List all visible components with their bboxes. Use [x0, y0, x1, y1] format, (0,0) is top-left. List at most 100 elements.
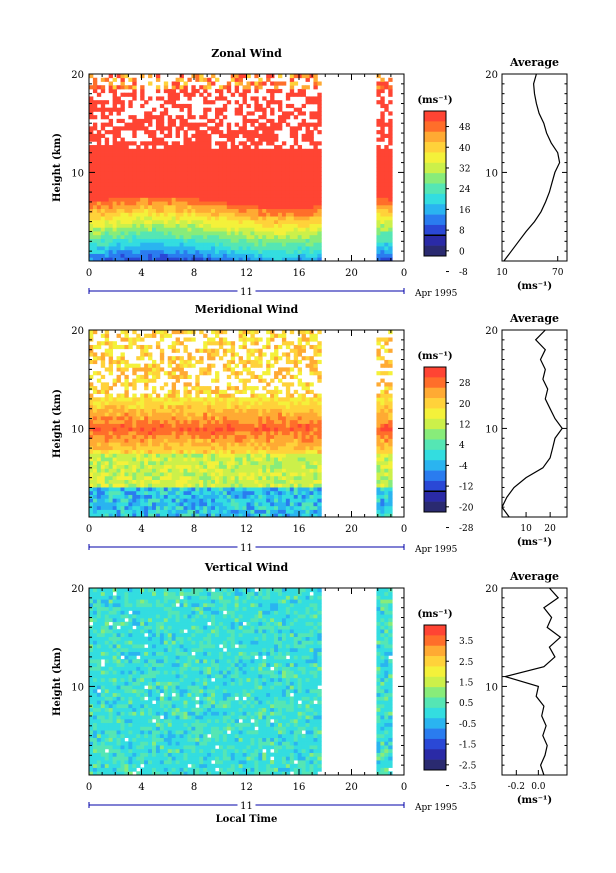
colorbar-swatch — [424, 470, 446, 482]
colorbar-frame — [423, 110, 447, 257]
y-tick-label: 20 — [71, 70, 84, 81]
colorbar-swatch — [424, 377, 446, 389]
colorbar-swatch — [424, 501, 446, 513]
profile-title: Average — [509, 570, 559, 583]
x-tick-label: 20 — [345, 782, 358, 793]
colorbar-label: 32 — [459, 164, 470, 174]
colorbar-label: 20 — [459, 400, 471, 410]
colorbar-swatch — [424, 204, 446, 215]
colorbar-swatch — [424, 367, 446, 378]
colorbar-unit: (ms⁻¹) — [417, 351, 452, 362]
profile-frame — [501, 587, 568, 776]
colorbar-swatch — [424, 152, 446, 164]
colorbar-swatch — [424, 491, 446, 502]
colorbar-swatch — [424, 666, 446, 678]
colorbar-label: 28 — [459, 379, 471, 389]
profile-title: Average — [509, 56, 559, 69]
date-day-bg — [237, 799, 256, 810]
colorbar-swatch — [424, 142, 446, 153]
colorbar-swatch — [424, 162, 446, 174]
colorbar-label: -1.5 — [459, 741, 477, 751]
profile-y-tick-label: 10 — [485, 168, 498, 179]
colorbar-swatch — [424, 738, 446, 750]
date-label: Apr 1995 — [414, 545, 458, 555]
profile-y-tick-label: 10 — [485, 682, 498, 693]
profile-x-tick-label: 20 — [544, 524, 556, 534]
x-tick-label: 8 — [191, 782, 197, 793]
colorbar-label: -0.5 — [459, 720, 477, 730]
x-tick-label: 0 — [401, 782, 407, 793]
y-tick-label: 10 — [71, 168, 84, 179]
x-tick-label: 0 — [86, 268, 92, 279]
colorbar-swatch — [424, 245, 446, 257]
x-tick-label: 12 — [240, 268, 253, 279]
colorbar-swatch — [424, 408, 446, 420]
colorbar-frame — [423, 366, 447, 513]
plot-title: Vertical Wind — [204, 561, 289, 574]
colorbar-swatch — [424, 625, 446, 636]
x-tick-label: 20 — [345, 524, 358, 535]
y-axis-label: Height (km) — [52, 389, 63, 458]
y-axis-label: Height (km) — [52, 647, 63, 716]
colorbar-label: -8 — [459, 268, 468, 278]
profile-line — [503, 73, 561, 262]
colorbar-label: 8 — [459, 227, 465, 237]
colorbar-swatch — [424, 635, 446, 647]
profile-frame — [501, 73, 568, 262]
heatmap-field — [89, 74, 393, 262]
x-tick-label: 12 — [240, 782, 253, 793]
y-tick-label: 10 — [71, 424, 84, 435]
date-label: Apr 1995 — [414, 289, 458, 299]
x-tick-label: 4 — [138, 524, 144, 535]
colorbar-label: 0 — [459, 247, 465, 257]
colorbar-swatch — [424, 398, 446, 409]
panel-1: Meridional Wind 0 4 8 12 16 20 0 10 20 Height (km)… — [52, 303, 568, 555]
date-day-bg — [237, 541, 256, 552]
colorbar-label: 16 — [459, 206, 471, 216]
x-tick-label: 8 — [191, 268, 197, 279]
x-tick-label: 4 — [138, 782, 144, 793]
colorbar-swatch — [424, 214, 446, 226]
x-tick-label: 12 — [240, 524, 253, 535]
x-axis-label: Local Time — [216, 814, 278, 825]
colorbar-label: -20 — [459, 503, 474, 513]
colorbar-swatch — [424, 460, 446, 471]
profile-y-tick-label: 20 — [485, 584, 498, 595]
profile-x-label: (ms⁻¹) — [517, 795, 552, 806]
colorbar-label: -2.5 — [459, 761, 477, 771]
profile-x-label: (ms⁻¹) — [517, 281, 552, 292]
x-tick-label: 16 — [293, 524, 306, 535]
colorbar-unit: (ms⁻¹) — [417, 95, 452, 106]
colorbar-swatch — [424, 449, 446, 461]
colorbar-swatch — [424, 707, 446, 719]
colorbar-swatch — [424, 183, 446, 195]
colorbar-swatch — [424, 121, 446, 133]
colorbar-label: 24 — [459, 185, 471, 195]
profile-x-tick-label: -0.2 — [508, 782, 525, 792]
colorbar-swatch — [424, 235, 446, 246]
colorbar-swatch — [424, 111, 446, 122]
colorbar-label: -3.5 — [459, 782, 477, 792]
colorbar-swatch — [424, 480, 446, 492]
colorbar-label: 12 — [459, 420, 470, 430]
profile-frame — [501, 329, 568, 518]
x-tick-label: 8 — [191, 524, 197, 535]
heatmap-field — [89, 588, 393, 776]
colorbar-swatch — [424, 131, 446, 143]
x-tick-label: 4 — [138, 268, 144, 279]
colorbar-swatch — [424, 676, 446, 688]
colorbar-label: 48 — [459, 123, 471, 133]
colorbar-swatch — [424, 173, 446, 184]
colorbar-frame — [423, 624, 447, 771]
profile-line — [501, 329, 563, 518]
x-tick-label: 0 — [86, 782, 92, 793]
x-tick-label: 0 — [86, 524, 92, 535]
colorbar-unit: (ms⁻¹) — [417, 609, 452, 620]
colorbar-swatch — [424, 759, 446, 771]
colorbar-swatch — [424, 749, 446, 760]
profile-x-tick-label: 0.0 — [531, 782, 546, 792]
y-tick-label: 10 — [71, 682, 84, 693]
colorbar-label: 1.5 — [459, 678, 474, 688]
